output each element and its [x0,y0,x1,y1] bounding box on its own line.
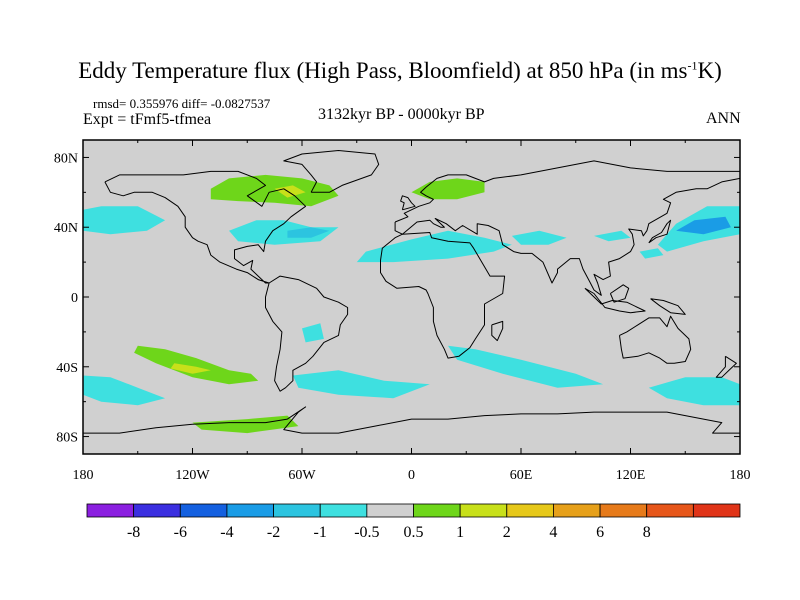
eurasia-coast [394,160,741,296]
colorbar-label: 2 [503,524,511,541]
lon-tick-label: 0 [408,468,415,483]
colorbar-swatch [599,503,648,518]
east-asia-small-anomaly [594,230,631,242]
lat-tick-label: 80S [56,431,78,446]
colorbar-label: 8 [643,524,651,541]
colorbar-swatch [692,503,741,518]
north-pacific-west-core [676,216,731,235]
colorbar-swatch [226,503,274,518]
south-africa-anomaly [448,345,604,388]
lon-tick-label: 60W [288,468,316,483]
lat-tick-label: 80N [54,151,78,166]
north-atlantic-core [287,227,330,238]
indonesia-coast [584,287,646,314]
southeast-pacific-anomaly [83,375,166,406]
south-pacific-green-anomaly [134,345,259,385]
north-america-coast [104,170,307,284]
colorbar-swatch [646,503,694,518]
colorbar-label: -1 [314,524,327,541]
southern-ocean-east-anomaly [648,377,740,406]
mediterranean-asia-anomaly [356,230,512,263]
colorbar-swatch [413,503,461,518]
colorbar-label: -2 [267,524,280,541]
canada-yellow-core [274,185,306,198]
antarctica-coast [83,406,740,434]
lon-tick-label: 180 [73,468,94,483]
lon-tick-label: 120E [616,468,646,483]
south-pacific-yellow-core [170,363,211,374]
colorbar-label: -4 [220,524,233,541]
brazil-small-anomaly [302,323,324,343]
colorbar: -8 -6 -4 -2 -1 -0.5 0.5 1 2 4 6 8 [86,503,741,541]
colorbar-swatch [319,503,368,518]
africa-coast [380,232,506,359]
coastlines [83,150,741,434]
colorbar-label: -6 [174,524,187,541]
experiment-label: Expt = tFmf5-tfmea [83,111,212,128]
colorbar-swatch [459,503,508,518]
colorbar-label: 1 [456,524,464,541]
britain-coast [400,195,416,211]
colorbar-swatch [133,503,181,518]
lat-tick-label: 40N [54,221,78,236]
north-pacific-east-anomaly [83,206,166,235]
colorbar-label: -0.5 [354,524,379,541]
lon-tick-label: 180 [730,468,751,483]
lat-tick-label: 40S [56,361,78,376]
colorbar-label: 0.5 [404,524,424,541]
south-america-coast [265,275,349,392]
colorbar-swatch [366,503,414,518]
north-atlantic-anomaly [229,220,339,245]
anomaly-regions [83,174,740,434]
lon-tick-label: 60E [510,468,533,483]
title-text: Eddy Temperature flux (High Pass, Bloomf… [78,58,688,83]
new-guinea-coast [650,298,686,315]
lon-tick-label: 120W [175,468,210,483]
japan-small-anomaly [639,248,664,259]
colorbar-swatch [273,503,321,518]
title-superscript: -1 [687,58,698,73]
colorbar-label: 4 [549,524,557,541]
plot-title: Eddy Temperature flux (High Pass, Bloomf… [0,58,800,84]
colorbar-swatch [506,503,554,518]
season-label: ANN [706,110,741,127]
axis-ticks: 180 120W 60W 0 60E 120E 180 80N 40N 0 40S 80S [54,140,751,483]
stats-text: rmsd= 0.355976 diff= -0.0827537 [93,96,271,111]
middle-east-anomaly [511,230,567,245]
new-zealand-coast [715,355,737,378]
lat-tick-label: 0 [71,291,78,306]
borneo-coast [609,284,630,303]
colorbar-label: -8 [127,524,140,541]
colorbar-label: 6 [596,524,604,541]
south-atlantic-anomaly [292,370,430,399]
madagascar-coast [491,320,504,342]
colorbar-swatch [179,503,228,518]
map-background [83,140,740,454]
title-end: K) [697,58,722,83]
antarctic-green-anomaly [192,415,299,434]
colorbar-swatch [553,503,601,518]
greenland-coast [283,150,380,193]
australia-coast [619,315,692,364]
colorbar-swatch [86,503,135,518]
period-label: 3132kyr BP - 0000kyr BP [318,106,485,123]
japan-coast [648,219,672,244]
